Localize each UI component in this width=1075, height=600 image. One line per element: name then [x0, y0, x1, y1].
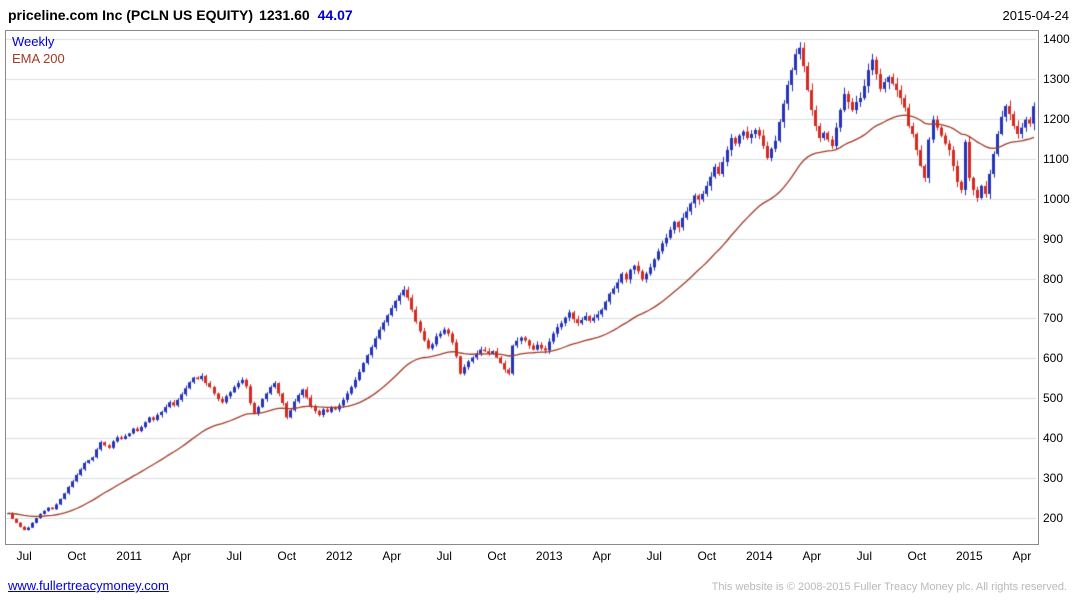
y-axis-label: 300: [1043, 471, 1064, 486]
x-axis-label: Jul: [436, 549, 452, 563]
copyright-text: This website is © 2008-2015 Fuller Treac…: [711, 581, 1067, 593]
x-axis-label: 2012: [325, 549, 353, 563]
x-axis-label: Apr: [382, 549, 402, 563]
x-axis-label: Apr: [592, 549, 612, 563]
x-axis-label: Oct: [277, 549, 297, 563]
y-axis-label: 200: [1043, 511, 1064, 526]
x-axis-label: Jul: [856, 549, 872, 563]
x-axis-label: Jul: [16, 549, 32, 563]
x-axis-label: Jul: [646, 549, 662, 563]
y-axis-label: 1000: [1043, 191, 1070, 206]
y-axis-label: 500: [1043, 391, 1064, 406]
chart-legend: Weekly EMA 200: [12, 33, 65, 67]
x-axis-label: 2013: [535, 549, 563, 563]
last-price: 1231.60: [259, 7, 310, 23]
y-axis-label: 1400: [1043, 31, 1070, 46]
x-axis-label: Jul: [226, 549, 242, 563]
x-axis-label: Apr: [1012, 549, 1032, 563]
price-change: 44.07: [317, 7, 353, 23]
x-axis-label: 2011: [116, 549, 143, 563]
footer-site-link[interactable]: www.fullertreacymoney.com: [8, 578, 169, 593]
y-axis-label: 800: [1043, 271, 1064, 286]
legend-ema-200: EMA 200: [12, 51, 65, 66]
y-axis-label: 1300: [1043, 71, 1070, 86]
instrument-name: priceline.com Inc (PCLN US EQUITY): [8, 7, 254, 23]
chart-date: 2015-04-24: [1002, 7, 1070, 23]
y-axis-label: 1200: [1043, 111, 1070, 126]
x-axis-label: Oct: [697, 549, 717, 563]
x-axis-label: Oct: [907, 549, 927, 563]
y-axis-label: 400: [1043, 431, 1064, 446]
x-axis-label: 2015: [955, 549, 983, 563]
y-axis-label: 600: [1043, 351, 1064, 366]
x-axis-label: Apr: [172, 549, 192, 563]
legend-timeframe: Weekly: [12, 34, 55, 49]
chart-title: priceline.com Inc (PCLN US EQUITY) 1231.6…: [8, 7, 353, 23]
y-axis-label: 700: [1043, 311, 1064, 326]
y-axis-label: 1100: [1043, 151, 1069, 166]
page-footer: www.fullertreacymoney.com This website i…: [8, 578, 1067, 593]
chart-plot-area[interactable]: Weekly EMA 200: [5, 30, 1039, 545]
y-axis-label: 900: [1043, 231, 1064, 246]
price-chart-canvas[interactable]: [6, 31, 1036, 542]
x-axis-label: Apr: [802, 549, 822, 563]
x-axis-label: Oct: [67, 549, 87, 563]
x-axis-label: 2014: [745, 549, 773, 563]
x-axis-label: Oct: [487, 549, 507, 563]
chart-header: priceline.com Inc (PCLN US EQUITY) 1231.6…: [8, 3, 1069, 27]
